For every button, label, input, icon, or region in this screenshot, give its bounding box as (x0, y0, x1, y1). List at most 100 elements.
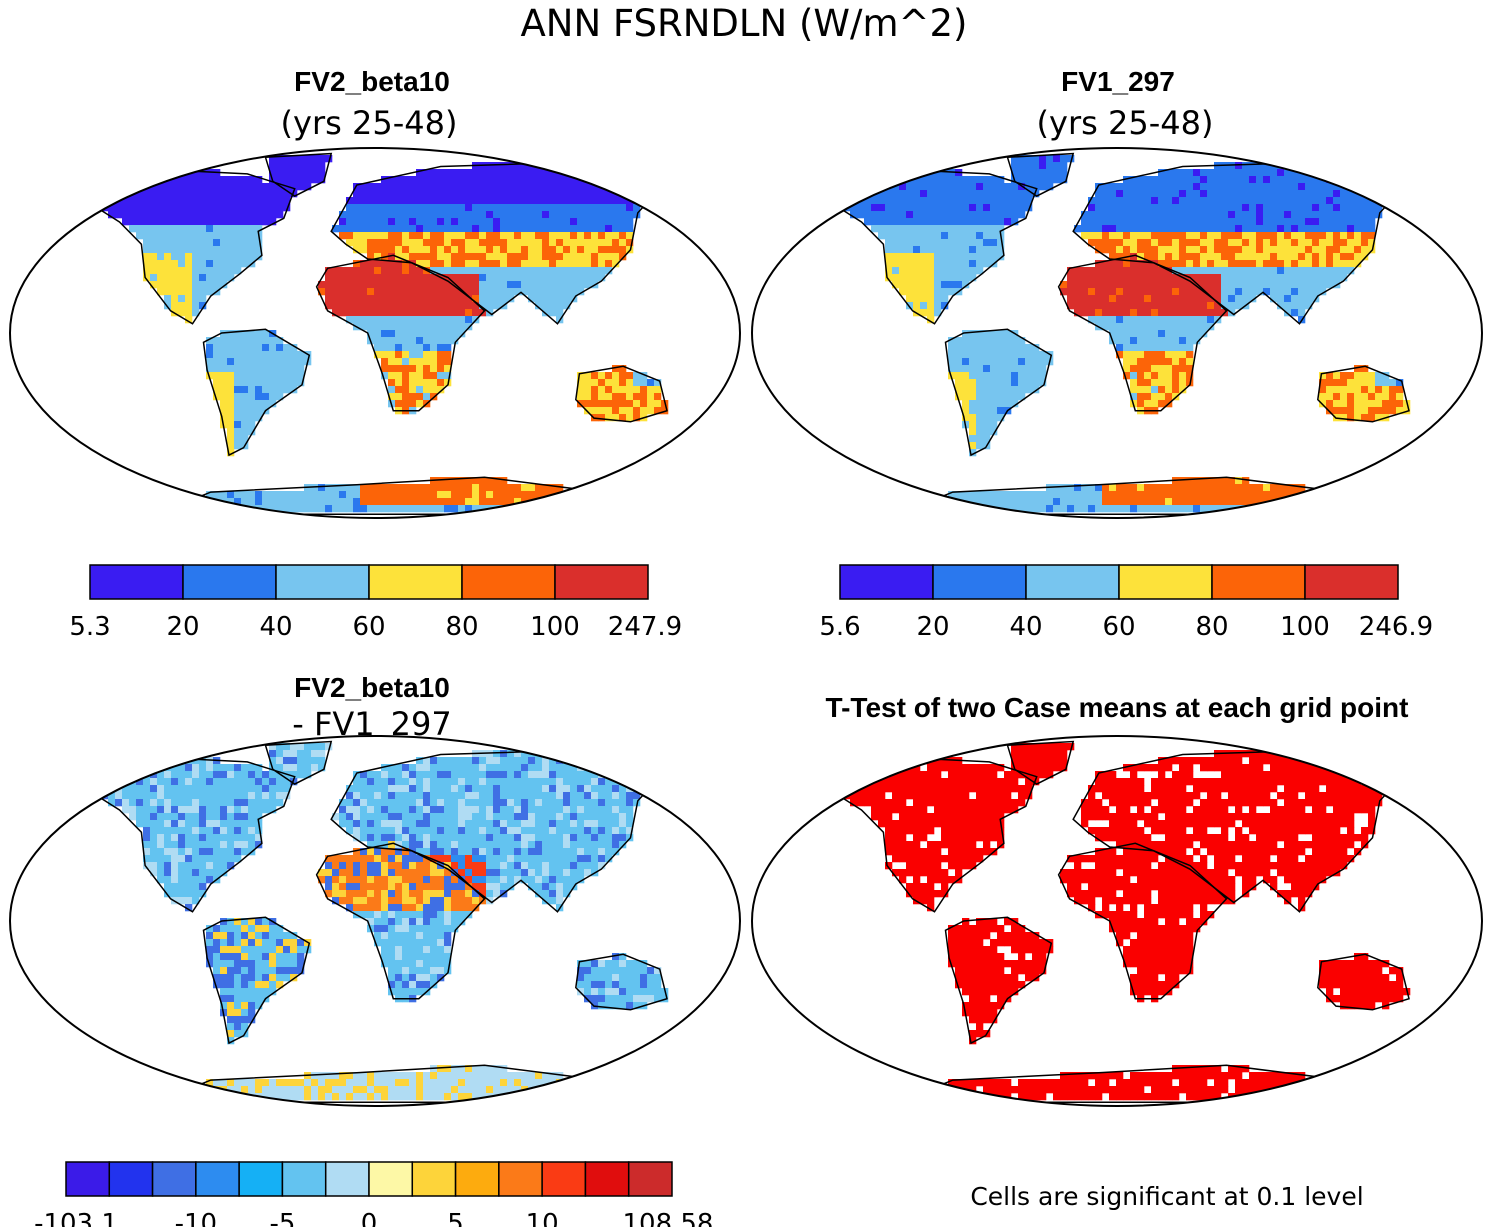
grid-cell (360, 785, 368, 793)
grid-cell (136, 778, 144, 786)
grid-cell (640, 778, 648, 786)
grid-cell (1319, 169, 1327, 177)
grid-cell (1340, 491, 1348, 499)
grid-cell (1004, 204, 1012, 212)
grid-cell (458, 281, 466, 289)
grid-cell (311, 169, 319, 177)
grid-cell (626, 190, 634, 198)
grid-cell (129, 204, 137, 212)
grid-cell (948, 211, 956, 219)
grid-cell (1312, 169, 1320, 177)
grid-cell (479, 232, 487, 240)
grid-cell (1375, 176, 1383, 184)
grid-cell (1102, 225, 1110, 233)
grid-cell (591, 848, 599, 856)
grid-cell (1060, 176, 1068, 184)
grid-cell (269, 197, 277, 205)
grid-cell (486, 869, 494, 877)
grid-cell (269, 372, 277, 380)
grid-cell (472, 267, 480, 275)
grid-cell (535, 505, 543, 513)
grid-cell (360, 218, 368, 226)
grid-cell (220, 253, 228, 261)
grid-cell (1221, 498, 1229, 506)
grid-cell (465, 218, 473, 226)
grid-cell (409, 876, 417, 884)
grid-cell (1186, 505, 1194, 513)
grid-cell (416, 778, 424, 786)
grid-cell (367, 253, 375, 261)
grid-cell (1018, 197, 1026, 205)
grid-cell (528, 267, 536, 275)
grid-cell (290, 750, 298, 758)
grid-cell (899, 183, 907, 191)
grid-cell (255, 190, 263, 198)
grid-cell (430, 869, 438, 877)
grid-cell (1102, 183, 1110, 191)
grid-cell (388, 295, 396, 303)
grid-cell (388, 827, 396, 835)
grid-cell (164, 225, 172, 233)
grid-cell (444, 498, 452, 506)
grid-cell (542, 841, 550, 849)
grid-cell (486, 190, 494, 198)
grid-cell (1277, 274, 1285, 282)
grid-cell (241, 176, 249, 184)
grid-cell (535, 491, 543, 499)
grid-cell (983, 491, 991, 499)
grid-cell (458, 764, 466, 772)
grid-cell (465, 190, 473, 198)
grid-cell (143, 232, 151, 240)
grid-cell (1011, 358, 1019, 366)
grid-cell (892, 204, 900, 212)
grid-cell (1368, 379, 1376, 387)
grid-cell (423, 358, 431, 366)
grid-cell (220, 372, 228, 380)
grid-cell (549, 169, 557, 177)
grid-cell (374, 491, 382, 499)
grid-cell (213, 197, 221, 205)
grid-cell (1256, 183, 1264, 191)
grid-cell (1172, 498, 1180, 506)
grid-cell (605, 204, 613, 212)
grid-cell (192, 827, 200, 835)
grid-cell (451, 309, 459, 317)
grid-cell (626, 792, 634, 800)
grid-cell (353, 239, 361, 247)
grid-cell (409, 771, 417, 779)
grid-cell (381, 883, 389, 891)
grid-cell (465, 204, 473, 212)
grid-cell (591, 799, 599, 807)
grid-cell (647, 407, 655, 415)
grid-cell (346, 225, 354, 233)
grid-cell (626, 232, 634, 240)
grid-cell (255, 176, 263, 184)
grid-cell (192, 197, 200, 205)
grid-cell (1025, 505, 1033, 513)
grid-cell (990, 239, 998, 247)
grid-cell (1081, 274, 1089, 282)
grid-cell (346, 904, 354, 912)
grid-cell (234, 379, 242, 387)
grid-cell (458, 813, 466, 821)
grid-cell (206, 246, 214, 254)
grid-cell (1319, 232, 1327, 240)
grid-cell (885, 260, 893, 268)
grid-cell (1249, 183, 1257, 191)
grid-cell (402, 848, 410, 856)
grid-cell (1158, 246, 1166, 254)
grid-cell (486, 302, 494, 310)
grid-cell (1095, 197, 1103, 205)
grid-cell (1060, 155, 1068, 163)
grid-cell (423, 820, 431, 828)
grid-cell (542, 197, 550, 205)
grid-cell (514, 498, 522, 506)
grid-cell (493, 211, 501, 219)
grid-cell (1368, 239, 1376, 247)
grid-cell (1305, 302, 1313, 310)
grid-cell (1263, 253, 1271, 261)
grid-cell (542, 876, 550, 884)
grid-cell (248, 841, 256, 849)
grid-cell (115, 183, 123, 191)
grid-cell (458, 862, 466, 870)
